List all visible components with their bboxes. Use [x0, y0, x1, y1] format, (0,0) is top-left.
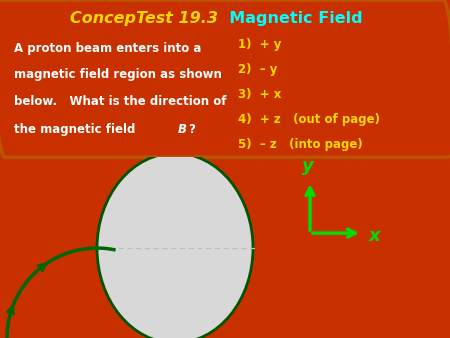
Text: Magnetic Field: Magnetic Field	[218, 11, 363, 26]
Text: y: y	[302, 157, 314, 175]
Text: A proton beam enters into a: A proton beam enters into a	[14, 43, 201, 55]
Text: 3)  + x: 3) + x	[238, 88, 282, 101]
Text: ?: ?	[188, 123, 195, 136]
Text: magnetic field region as shown: magnetic field region as shown	[14, 68, 221, 81]
Text: x: x	[369, 227, 381, 245]
Text: ConcepTest 19.3: ConcepTest 19.3	[70, 11, 218, 26]
Text: B: B	[178, 123, 187, 136]
Text: below.   What is the direction of: below. What is the direction of	[14, 95, 226, 108]
Text: 2)  – y: 2) – y	[238, 63, 278, 76]
Ellipse shape	[97, 153, 253, 338]
Text: 5)  – z   (into page): 5) – z (into page)	[238, 138, 363, 151]
Text: 4)  + z   (out of page): 4) + z (out of page)	[238, 113, 381, 126]
Text: 1)  + y: 1) + y	[238, 38, 282, 51]
Text: the magnetic field: the magnetic field	[14, 123, 139, 136]
